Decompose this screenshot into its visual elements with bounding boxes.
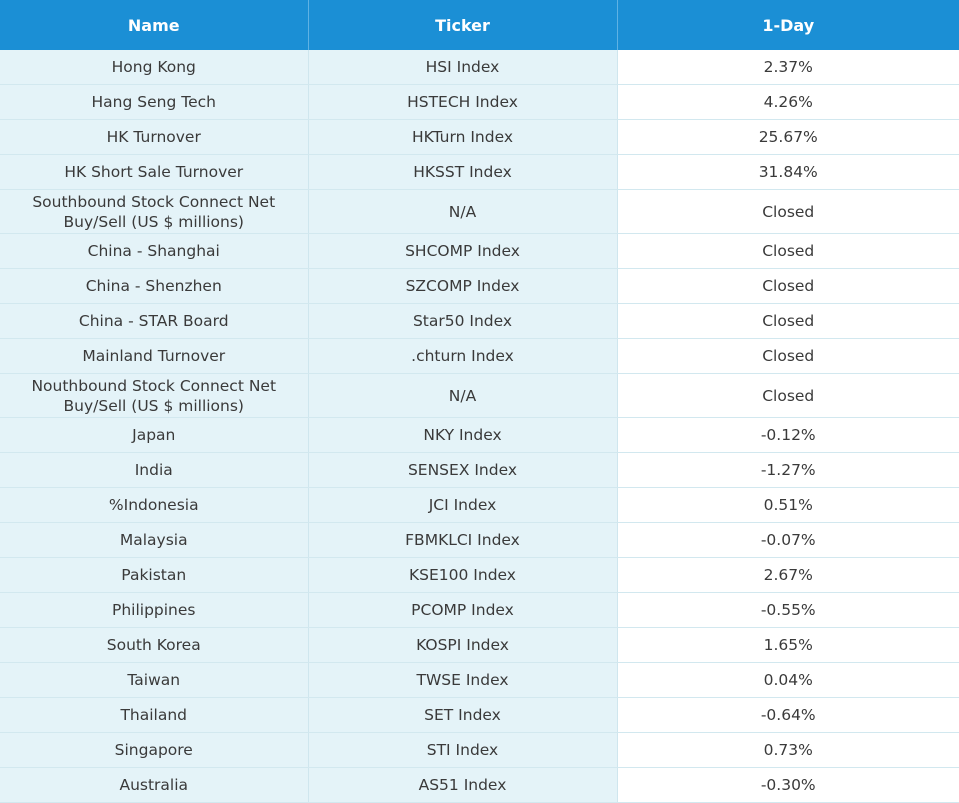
table-cell: Nouthbound Stock Connect Net Buy/Sell (U… bbox=[0, 373, 309, 418]
table-row: %Indonesia JCI Index 0.51% bbox=[0, 487, 959, 523]
table-row: HK Short Sale Turnover HKSST Index 31.84% bbox=[0, 154, 959, 190]
table-cell: Hang Seng Tech bbox=[0, 84, 309, 120]
table-cell: 0.04% bbox=[617, 662, 959, 698]
table-cell: China - STAR Board bbox=[0, 303, 309, 339]
table-row: Singapore STI Index 0.73% bbox=[0, 732, 959, 768]
header-cell: Name bbox=[0, 0, 309, 50]
table-cell: HK Short Sale Turnover bbox=[0, 154, 309, 190]
header-cell: Ticker bbox=[308, 0, 618, 50]
table-cell: China - Shanghai bbox=[0, 233, 309, 269]
table-cell: 2.37% bbox=[617, 50, 959, 85]
table-cell: Thailand bbox=[0, 697, 309, 733]
table-cell: Closed bbox=[617, 268, 959, 304]
table-cell: -0.55% bbox=[617, 592, 959, 628]
table-cell: Closed bbox=[617, 233, 959, 269]
table-cell: HSI Index bbox=[308, 50, 618, 85]
table-row: Thailand SET Index -0.64% bbox=[0, 697, 959, 733]
table-row: China - Shenzhen SZCOMP Index Closed bbox=[0, 268, 959, 304]
table-cell: -0.30% bbox=[617, 767, 959, 803]
table-cell: Japan bbox=[0, 417, 309, 453]
table-cell: N/A bbox=[308, 373, 618, 418]
table-cell: Singapore bbox=[0, 732, 309, 768]
table-cell: Closed bbox=[617, 338, 959, 374]
table-row: Hong Kong HSI Index 2.37% bbox=[0, 50, 959, 85]
table-cell: 4.26% bbox=[617, 84, 959, 120]
table-cell: TWSE Index bbox=[308, 662, 618, 698]
table-cell: JCI Index bbox=[308, 487, 618, 523]
header-row: Name Ticker 1-Day bbox=[0, 0, 959, 50]
table-cell: N/A bbox=[308, 189, 618, 234]
table-row: India SENSEX Index -1.27% bbox=[0, 452, 959, 488]
table-row: China - STAR Board Star50 Index Closed bbox=[0, 303, 959, 339]
table-cell: .chturn Index bbox=[308, 338, 618, 374]
table-row: Southbound Stock Connect Net Buy/Sell (U… bbox=[0, 189, 959, 234]
table-row: Philippines PCOMP Index -0.55% bbox=[0, 592, 959, 628]
table-header: Name Ticker 1-Day bbox=[0, 0, 959, 50]
table-cell: 0.51% bbox=[617, 487, 959, 523]
table-cell: PCOMP Index bbox=[308, 592, 618, 628]
table-cell: 2.67% bbox=[617, 557, 959, 593]
table-cell: KOSPI Index bbox=[308, 627, 618, 663]
table-row: Mainland Turnover .chturn Index Closed bbox=[0, 338, 959, 374]
table-cell: Closed bbox=[617, 373, 959, 418]
table-cell: HSTECH Index bbox=[308, 84, 618, 120]
table-cell: 0.73% bbox=[617, 732, 959, 768]
table-row: Taiwan TWSE Index 0.04% bbox=[0, 662, 959, 698]
table-cell: -1.27% bbox=[617, 452, 959, 488]
table-cell: SENSEX Index bbox=[308, 452, 618, 488]
table-cell: Pakistan bbox=[0, 557, 309, 593]
table-row: Pakistan KSE100 Index 2.67% bbox=[0, 557, 959, 593]
table-cell: Australia bbox=[0, 767, 309, 803]
table-cell: AS51 Index bbox=[308, 767, 618, 803]
table-cell: -0.64% bbox=[617, 697, 959, 733]
table-cell: NKY Index bbox=[308, 417, 618, 453]
table-cell: Southbound Stock Connect Net Buy/Sell (U… bbox=[0, 189, 309, 234]
table-cell: Mainland Turnover bbox=[0, 338, 309, 374]
table-cell: China - Shenzhen bbox=[0, 268, 309, 304]
header-cell: 1-Day bbox=[617, 0, 959, 50]
table-cell: %Indonesia bbox=[0, 487, 309, 523]
table-cell: SET Index bbox=[308, 697, 618, 733]
table-cell: Hong Kong bbox=[0, 50, 309, 85]
table-cell: 1.65% bbox=[617, 627, 959, 663]
table-row: Japan NKY Index -0.12% bbox=[0, 417, 959, 453]
table-cell: India bbox=[0, 452, 309, 488]
table-cell: 31.84% bbox=[617, 154, 959, 190]
table-cell: Star50 Index bbox=[308, 303, 618, 339]
table-cell: STI Index bbox=[308, 732, 618, 768]
table-cell: 25.67% bbox=[617, 119, 959, 155]
table-cell: FBMKLCI Index bbox=[308, 522, 618, 558]
table-cell: Taiwan bbox=[0, 662, 309, 698]
table-cell: SZCOMP Index bbox=[308, 268, 618, 304]
table-cell: HK Turnover bbox=[0, 119, 309, 155]
table-cell: HKSST Index bbox=[308, 154, 618, 190]
table-cell: Philippines bbox=[0, 592, 309, 628]
table-row: Australia AS51 Index -0.30% bbox=[0, 767, 959, 803]
table-row: Nouthbound Stock Connect Net Buy/Sell (U… bbox=[0, 373, 959, 418]
table-cell: HKTurn Index bbox=[308, 119, 618, 155]
table-row: Malaysia FBMKLCI Index -0.07% bbox=[0, 522, 959, 558]
table-cell: Closed bbox=[617, 189, 959, 234]
table-cell: -0.12% bbox=[617, 417, 959, 453]
table-body: Hong Kong HSI Index 2.37% Hang Seng Tech HST… bbox=[0, 50, 959, 803]
table-cell: South Korea bbox=[0, 627, 309, 663]
table-row: Hang Seng Tech HSTECH Index 4.26% bbox=[0, 84, 959, 120]
table-cell: Malaysia bbox=[0, 522, 309, 558]
table-row: China - Shanghai SHCOMP Index Closed bbox=[0, 233, 959, 269]
table-cell: -0.07% bbox=[617, 522, 959, 558]
table-row: South Korea KOSPI Index 1.65% bbox=[0, 627, 959, 663]
table-row: HK Turnover HKTurn Index 25.67% bbox=[0, 119, 959, 155]
table-cell: Closed bbox=[617, 303, 959, 339]
table-cell: KSE100 Index bbox=[308, 557, 618, 593]
table-cell: SHCOMP Index bbox=[308, 233, 618, 269]
